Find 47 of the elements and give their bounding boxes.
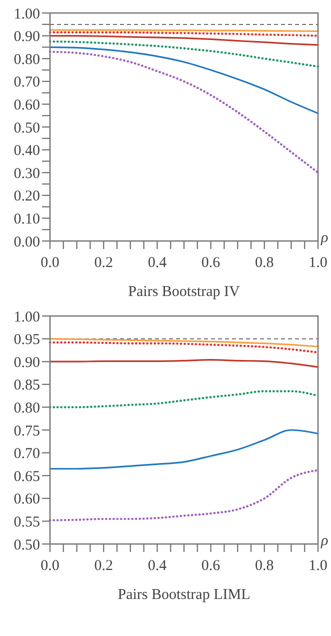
- y-tick-label: 0.00: [14, 234, 40, 250]
- y-tick-label: 1.00: [14, 309, 40, 326]
- x-tick-label: 0.8: [255, 558, 274, 574]
- y-tick-label: 0.10: [14, 211, 40, 228]
- y-tick-label: 0.80: [14, 400, 40, 416]
- y-tick-label: 1.00: [14, 6, 40, 22]
- y-tick-label: 0.65: [14, 468, 40, 485]
- text: Pairs Bootstrap IV: [128, 284, 240, 300]
- y-tick-label: 0.60: [14, 97, 40, 114]
- line-series: [49, 35, 319, 46]
- x-tick-label: 0.4: [148, 558, 168, 574]
- x-tick-label: 1.0: [308, 558, 328, 574]
- x-tick-label: 0.0: [40, 558, 60, 574]
- x-axis-title: ρ: [320, 533, 328, 549]
- x-tick-label: 0.8: [255, 255, 274, 271]
- y-tick-label: 0.55: [14, 514, 40, 530]
- y-tick-label: 0.20: [14, 188, 40, 205]
- y-tick-label: 0.95: [14, 332, 40, 348]
- line-series: [48, 341, 320, 354]
- line-series: [49, 46, 319, 114]
- y-tick-label: 0.50: [14, 537, 40, 554]
- line-series: [48, 469, 320, 522]
- x-tick-label: 1.0: [308, 255, 328, 271]
- y-tick-label: 0.70: [14, 446, 40, 462]
- y-tick-label: 0.75: [14, 423, 40, 440]
- y-tick-label: 0.40: [14, 143, 40, 160]
- y-tick-label: 0.60: [14, 492, 40, 508]
- x-tick-label: 0.4: [148, 255, 168, 271]
- line-series: [49, 338, 319, 348]
- x-tick-label: 0.2: [94, 255, 113, 271]
- line-series: [49, 429, 319, 470]
- x-tick-label: 0.6: [201, 255, 221, 271]
- x-tick-label: 0.0: [40, 255, 60, 271]
- y-tick-label: 0.80: [14, 52, 40, 68]
- y-tick-label: 0.70: [14, 74, 40, 91]
- y-tick-label: 0.30: [14, 166, 40, 182]
- y-tick-label: 0.90: [14, 29, 40, 46]
- line-series: [48, 50, 320, 174]
- y-tick-label: 0.85: [14, 378, 40, 394]
- x-axis-title: ρ: [320, 230, 328, 246]
- x-tick-label: 0.6: [201, 558, 221, 574]
- y-tick-label: 0.50: [14, 120, 40, 136]
- x-tick-label: 0.2: [94, 558, 113, 574]
- y-tick-label: 0.90: [14, 354, 40, 371]
- line-series: [49, 358, 319, 368]
- text: Pairs Bootstrap LIML: [118, 587, 250, 603]
- line-series: [48, 40, 320, 68]
